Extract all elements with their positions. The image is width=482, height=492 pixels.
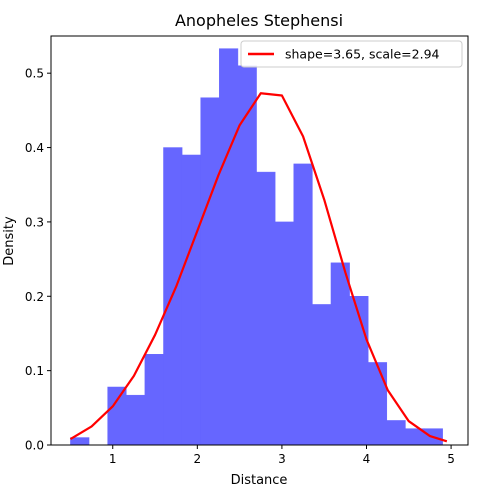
x-tick-label: 5 [447, 452, 455, 466]
plot-frame [50, 35, 469, 446]
y-axis-label: Density [2, 216, 17, 266]
fit-curve-line [69, 92, 448, 443]
histogram-bar [181, 154, 201, 446]
legend-label: shape=3.65, scale=2.94 [285, 47, 440, 62]
y-tick-label: 0.3 [25, 215, 44, 229]
x-axis-label: Distance [231, 473, 288, 488]
y-tick-label: 0.2 [25, 290, 44, 304]
x-tick-label: 3 [278, 452, 286, 466]
histogram-bar [256, 171, 276, 446]
y-tick-label: 0.1 [25, 364, 44, 378]
histogram-bar [293, 163, 313, 446]
chart-title: Anopheles Stephensi [175, 11, 343, 30]
legend: shape=3.65, scale=2.94 [240, 40, 463, 68]
histogram-bar [274, 221, 295, 446]
y-tick-label: 0.5 [25, 67, 44, 81]
histogram-bar [200, 97, 220, 446]
histogram-bar [107, 386, 127, 446]
plot-area [69, 48, 448, 446]
y-tick-label: 0.0 [25, 439, 44, 453]
y-tick-label: 0.4 [25, 141, 44, 155]
x-axis: 1 2 3 4 5 [109, 445, 455, 466]
histogram-bar [70, 437, 90, 446]
y-axis: 0.0 0.1 0.2 0.3 0.4 0.5 [25, 67, 51, 453]
histogram-bar [367, 362, 388, 446]
x-tick-label: 2 [194, 452, 202, 466]
histogram-bar [386, 420, 406, 446]
x-tick-label: 4 [363, 452, 371, 466]
histogram-bar [144, 354, 164, 446]
x-tick-label: 1 [109, 452, 117, 466]
histogram-bar [126, 394, 146, 446]
histogram-bar [312, 304, 332, 446]
histogram-bar [219, 48, 239, 446]
legend-box [240, 40, 463, 68]
histogram-bar [330, 262, 350, 446]
